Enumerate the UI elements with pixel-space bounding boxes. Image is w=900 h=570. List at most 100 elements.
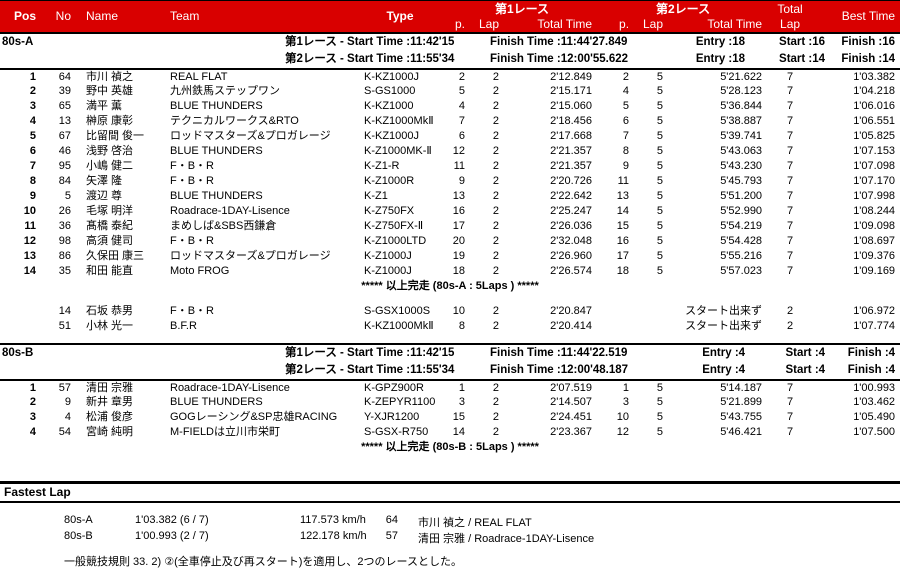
cell-p2: 10 xyxy=(616,411,630,423)
cell-tt2: 5'21.899 xyxy=(720,396,763,408)
column-header-race2-lap: Lap xyxy=(634,16,667,34)
cell-best: 1'06.551 xyxy=(853,115,896,127)
spacer xyxy=(0,294,900,304)
column-header-team: Team xyxy=(162,0,354,34)
race-entry-count: Entry :4 xyxy=(702,363,746,376)
column-group-race2: 第2レース xyxy=(598,0,769,17)
cell-tt2: 5'45.793 xyxy=(720,175,763,187)
race-start-time: 第1レース - Start Time :11:42'15 xyxy=(285,346,455,359)
cell-lap1: 2 xyxy=(492,190,499,202)
cell-tt2: 5'55.216 xyxy=(720,250,763,262)
cell-tlap: 7 xyxy=(787,205,794,217)
cell-p1: 17 xyxy=(452,220,465,232)
cell-best: 1'07.170 xyxy=(853,175,896,187)
cell-tlap: 7 xyxy=(787,190,794,202)
result-row: 1 57 清田 宗雅 Roadrace-1DAY-Lisence K-GPZ900R 1 2… xyxy=(0,380,900,395)
cell-no: 35 xyxy=(58,265,71,277)
cell-team: F・B・R xyxy=(170,305,214,317)
cell-pos: 3 xyxy=(29,100,36,112)
cell-no: 5 xyxy=(64,190,71,202)
column-header-best-time: Best Time xyxy=(812,0,900,34)
cell-tt2: 5'14.187 xyxy=(720,381,763,394)
column-header-race1-total-time: Total Time xyxy=(502,16,599,34)
cell-name: 矢澤 隆 xyxy=(86,175,123,187)
cell-lap2: 5 xyxy=(656,426,664,438)
cell-pos: 10 xyxy=(23,205,36,217)
cell-p1: 10 xyxy=(452,305,465,317)
cell-type: K-Z1000R xyxy=(364,175,415,187)
cell-tt2: 5'28.123 xyxy=(720,85,763,97)
cell-no: 98 xyxy=(58,235,71,247)
cell-tt1: 2'07.519 xyxy=(550,381,593,394)
cell-tt1: 2'26.960 xyxy=(550,250,593,262)
cell-type: S-GSX-R750 xyxy=(364,426,429,438)
cell-tlap: 7 xyxy=(787,115,794,127)
cell-pos: 6 xyxy=(29,145,36,157)
result-row: 11 36 髙橋 泰紀 まめしば&SBS西鎌倉 K-Z750FX-Ⅱ 17 2 2'26.03… xyxy=(0,219,900,234)
fastest-lap-title: Fastest Lap xyxy=(0,480,900,503)
cell-no: 57 xyxy=(58,381,71,394)
result-row: 2 9 新井 章男 BLUE THUNDERS K-ZEPYR1100 3 2 2'14.50… xyxy=(0,395,900,410)
cell-p2: 16 xyxy=(616,235,630,247)
table-header: Pos No Name Team Type 第1レース 第2レース Total … xyxy=(0,0,900,34)
dns-row: 14 石坂 恭男 F・B・R S-GSX1000S 10 2 2'20.847 スタート出来ず… xyxy=(0,304,900,319)
fl-no: 57 xyxy=(385,529,398,542)
cell-best: 1'09.169 xyxy=(853,265,896,277)
cell-lap2: 5 xyxy=(656,175,664,187)
cell-type: Y-XJR1200 xyxy=(364,411,420,423)
cell-tt1: 2'24.451 xyxy=(550,411,593,423)
cell-lap1: 2 xyxy=(492,250,499,262)
cell-best: 1'08.244 xyxy=(853,205,896,217)
cell-p2: 2 xyxy=(622,70,630,83)
cell-p2: 11 xyxy=(617,175,630,187)
cell-no: 65 xyxy=(58,100,71,112)
column-header-type: Type xyxy=(354,0,446,34)
cell-lap2: 5 xyxy=(656,411,664,423)
cell-best: 1'03.462 xyxy=(853,396,896,408)
finishers-note-row: ***** 以上完走 (80s-B : 5Laps ) ***** xyxy=(0,440,900,455)
cell-name: 石坂 恭男 xyxy=(86,305,134,317)
cell-lap2: 5 xyxy=(656,70,664,83)
cell-lap1: 2 xyxy=(492,175,499,187)
cell-lap2: 5 xyxy=(656,381,664,394)
cell-tlap: 7 xyxy=(787,396,794,408)
cell-type: K-Z1-R xyxy=(364,160,400,172)
dns-row: 51 小林 光一 B.F.R K-KZ1000MkⅡ 8 2 2'20.414 スタート出来ず… xyxy=(0,319,900,334)
cell-lap2: 5 xyxy=(656,220,664,232)
cell-best: 1'07.998 xyxy=(853,190,896,202)
cell-p2: 8 xyxy=(622,145,630,157)
cell-tt2: 5'36.844 xyxy=(720,100,763,112)
cell-best: 1'09.376 xyxy=(853,250,896,262)
cell-team: テクニカルワークス&RTO xyxy=(170,115,299,127)
race-finish-time: Finish Time :11:44'22.519 xyxy=(490,346,628,359)
column-header-no: No xyxy=(42,0,74,34)
column-header-race1-lap: Lap xyxy=(470,16,502,34)
cell-p1: 20 xyxy=(452,235,465,247)
result-row: 13 86 久保田 康三 ロッドマスターズ&プロガレージ K-Z1000J 19 2 2'26… xyxy=(0,249,900,264)
cell-tt1: 2'12.849 xyxy=(550,70,593,83)
cell-best: 1'06.016 xyxy=(853,100,896,112)
cell-team: F・B・R xyxy=(170,175,214,187)
fl-rider: 市川 禎之 / REAL FLAT xyxy=(418,516,532,529)
cell-tlap: 7 xyxy=(787,381,794,394)
spacer xyxy=(0,334,900,344)
cell-pos xyxy=(0,319,42,334)
cell-tlap: 2 xyxy=(787,320,794,332)
results-table: Pos No Name Team Type 第1レース 第2レース Total … xyxy=(0,0,900,455)
cell-p1: 16 xyxy=(452,205,465,217)
cell-tt1: 2'15.171 xyxy=(550,85,593,97)
race-start-count: Start :4 xyxy=(785,363,826,376)
cell-tt2: 5'39.741 xyxy=(720,130,763,142)
cell-lap1: 2 xyxy=(492,160,499,172)
cell-p1: 12 xyxy=(452,145,465,157)
cell-tlap: 7 xyxy=(787,145,794,157)
race-entry-count: Entry :18 xyxy=(695,52,746,65)
cell-lap2: 5 xyxy=(656,85,664,97)
cell-best: 1'03.382 xyxy=(853,70,896,83)
cell-lap1: 2 xyxy=(492,381,499,394)
section-label: 80s-A xyxy=(2,35,34,48)
cell-tlap: 7 xyxy=(787,411,794,423)
cell-tlap: 7 xyxy=(787,70,794,83)
cell-tt1: 2'14.507 xyxy=(550,396,593,408)
cell-name: 毛塚 明洋 xyxy=(86,205,134,217)
